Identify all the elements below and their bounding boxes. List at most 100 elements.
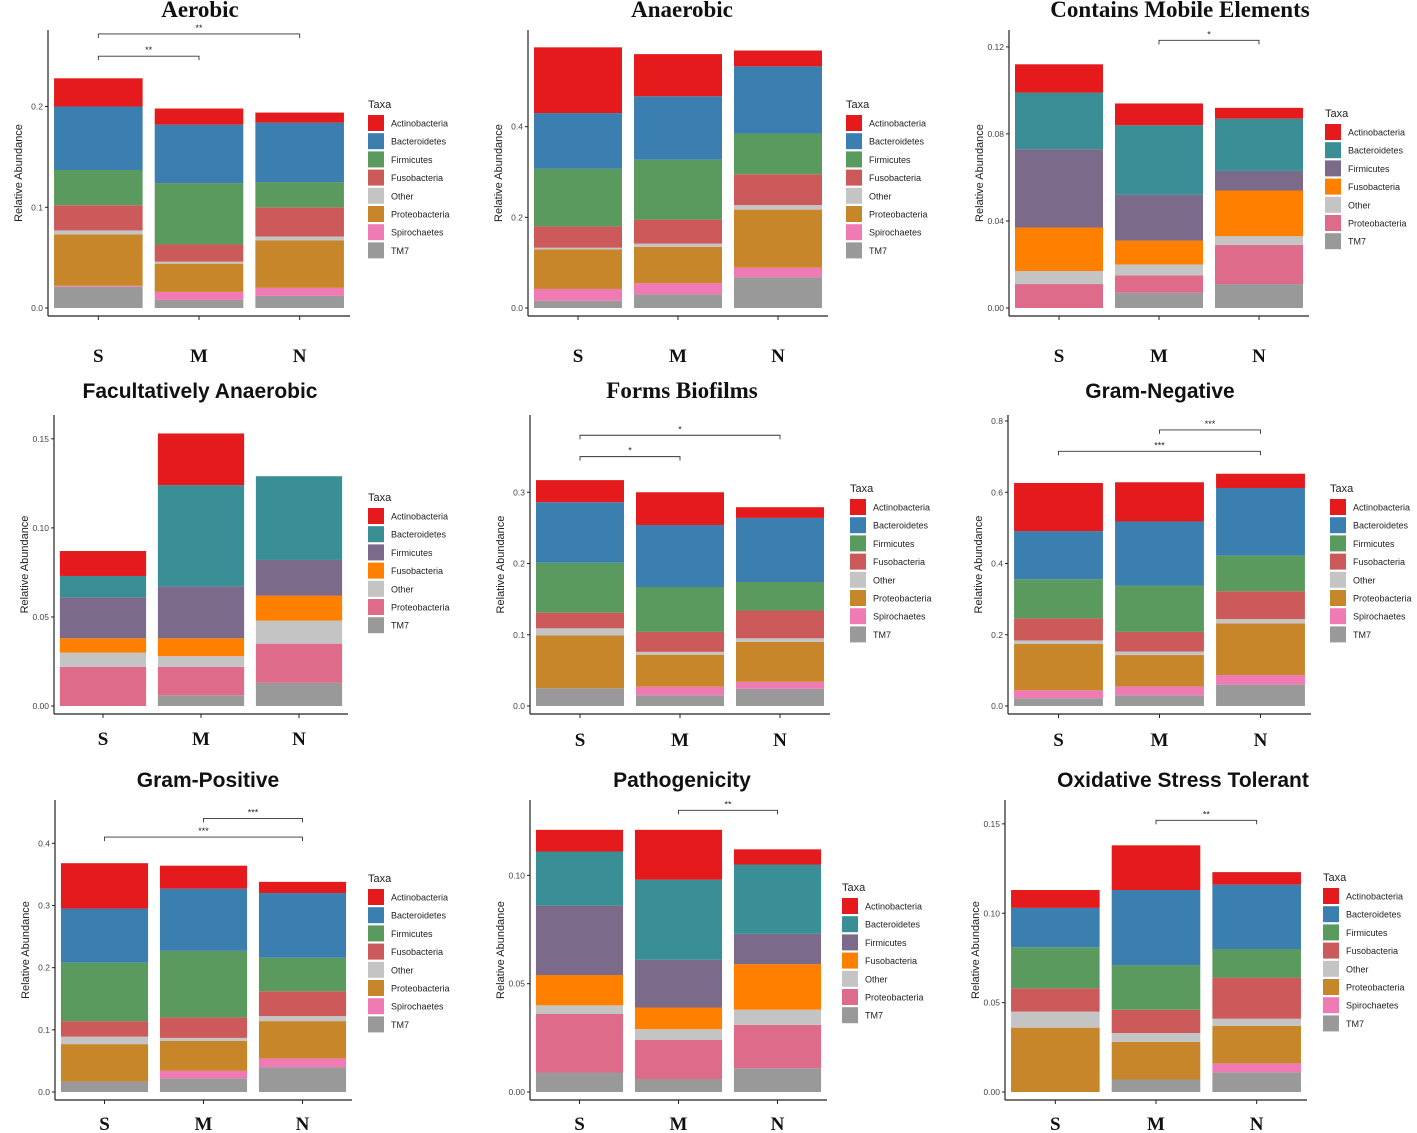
x-category-label: N [771, 1114, 785, 1133]
bar-segment [1011, 907, 1100, 948]
legend-label: Firmicutes [869, 155, 911, 165]
bar-segment [636, 587, 724, 632]
legend-swatch [1330, 499, 1346, 515]
legend-label: Bacteroidetes [1353, 521, 1409, 531]
legend-swatch [850, 626, 866, 643]
legend-swatch [1323, 1015, 1339, 1032]
y-tick-label: 0.2 [991, 630, 1003, 640]
significance-bracket [1058, 450, 1261, 456]
bar-segment [733, 849, 822, 865]
y-tick-label: 0.0 [991, 701, 1003, 711]
legend-label: Other [1348, 200, 1371, 210]
bar-segment [634, 243, 722, 247]
legend-swatch [842, 898, 858, 914]
bar-segment [60, 908, 149, 963]
bar-segment [157, 666, 245, 696]
legend-label: Firmicutes [865, 938, 907, 948]
legend-swatch [846, 151, 862, 168]
y-tick-label: 0.4 [991, 559, 1003, 569]
legend-title: Taxa [368, 492, 392, 504]
legend-label: Firmicutes [1348, 164, 1390, 174]
bar-segment [157, 586, 245, 639]
legend-label: Proteobacteria [391, 603, 450, 613]
legend-label: Other [391, 584, 414, 594]
significance-label: * [1207, 29, 1211, 39]
legend-label: TM7 [391, 246, 409, 256]
bar-segment [1111, 1079, 1201, 1092]
legend-swatch [850, 608, 866, 625]
legend-label: Bacteroidetes [873, 521, 929, 531]
legend-swatch [368, 115, 384, 131]
legend-swatch [1325, 233, 1341, 250]
legend-label: TM7 [873, 630, 891, 640]
bar-segment [1014, 618, 1103, 641]
y-axis-label: Relative Abundance [974, 124, 986, 222]
bar-segment [1111, 1009, 1201, 1034]
bar-segment [535, 829, 624, 852]
legend-label: Fusobacteria [391, 566, 443, 576]
bar-segment [634, 246, 722, 284]
legend-swatch [850, 535, 866, 552]
x-category-label: N [292, 729, 306, 750]
bar-segment [54, 78, 143, 107]
bar-segment [255, 620, 343, 644]
y-axis-label: Relative Abundance [20, 901, 32, 999]
bar-segment [1115, 631, 1204, 652]
legend-label: Firmicutes [391, 929, 433, 939]
bar-segment [1014, 690, 1103, 699]
legend-swatch [842, 1007, 858, 1024]
x-category-label: N [1252, 346, 1266, 367]
y-tick-label: 0.4 [511, 122, 523, 132]
bar-segment [159, 1037, 248, 1042]
bar-segment [1111, 845, 1201, 891]
bar-segment [736, 582, 824, 611]
legend-swatch [1323, 997, 1339, 1014]
bar-segment [1215, 284, 1303, 308]
bar-segment [1115, 292, 1203, 308]
legend-swatch [368, 907, 384, 924]
legend-label: Fusobacteria [1348, 182, 1400, 192]
chart-panel-6: Gram-Positive 0.0 0.1 0.2 0.3 0.4 Relative Abu… [20, 769, 450, 1133]
bar-segment [634, 1040, 723, 1079]
legend-swatch [368, 133, 384, 150]
bar-segment [1215, 107, 1303, 119]
legend-label: Actinobacteria [865, 902, 922, 912]
x-category-label: S [1050, 1114, 1061, 1133]
bar-segment [636, 686, 724, 696]
bar-segment [59, 652, 147, 667]
legend-swatch [846, 133, 862, 150]
legend-swatch [1330, 553, 1346, 570]
bar-segment [255, 287, 344, 296]
bar-segment [255, 559, 343, 596]
legend-label: Actinobacteria [391, 119, 448, 129]
bar-segment [1015, 64, 1103, 93]
bar-segment [1011, 890, 1100, 908]
legend-label: Actinobacteria [1348, 128, 1405, 138]
bar-segment [1011, 1011, 1100, 1028]
bar-segment [154, 108, 244, 125]
x-category-label: M [190, 346, 208, 367]
bar-segment [534, 168, 622, 227]
bar-segment [636, 651, 724, 655]
legend-swatch [846, 115, 862, 131]
legend-swatch [1323, 942, 1339, 959]
bar-segment [60, 1081, 149, 1092]
legend-label: Firmicutes [391, 155, 433, 165]
chart-panel-8: Oxidative Stress Tolerant 0.00 0.05 0.10 0.1… [970, 769, 1405, 1133]
bar-segment [54, 169, 143, 206]
bar-segment [536, 480, 624, 503]
legend-swatch [1325, 178, 1341, 195]
bar-segment [634, 1007, 723, 1030]
legend-label: Spirochaetes [873, 612, 926, 622]
chart-title: Contains Mobile Elements [1050, 0, 1309, 22]
bar-segment [536, 612, 624, 629]
bar-segment [734, 66, 822, 134]
legend-title: Taxa [1325, 108, 1349, 120]
legend-label: Spirochaetes [391, 228, 444, 238]
legend-title: Taxa [1330, 483, 1354, 495]
bar-segment [734, 267, 822, 278]
x-category-label: S [1054, 346, 1065, 367]
legend-label: Proteobacteria [869, 210, 928, 220]
bar-segment [536, 688, 624, 706]
